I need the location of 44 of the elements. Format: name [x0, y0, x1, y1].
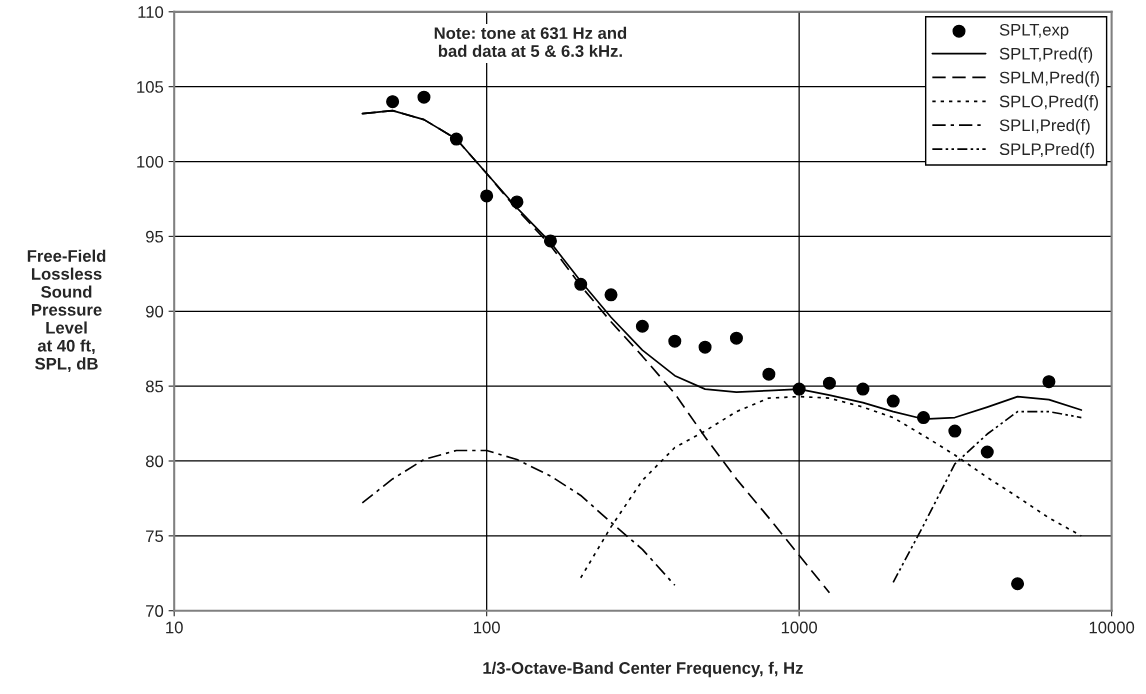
point [916, 411, 930, 425]
point [417, 90, 431, 104]
x-tick-label: 10000 [1089, 621, 1135, 634]
point [1011, 577, 1025, 591]
legend-label: SPLI,Pred(f) [999, 118, 1090, 135]
point [698, 340, 712, 354]
point [1042, 375, 1056, 389]
point [604, 288, 618, 302]
point [886, 394, 900, 408]
x-tick-label: 10 [166, 621, 183, 634]
y-tick-label: 90 [146, 305, 164, 318]
point [574, 277, 588, 291]
legend-label: SPLM,Pred(f) [999, 71, 1099, 87]
point [822, 376, 836, 390]
point [762, 367, 776, 381]
point [856, 382, 870, 396]
point [543, 234, 557, 248]
x-axis-title: 1/3-Octave-Band Center Frequency, f, Hz [483, 661, 803, 678]
y-axis-title: Free-Field Lossless Sound Pressure Level at 40 ft, SPL, dB [27, 249, 106, 373]
legend-label: SPLT,exp [999, 23, 1069, 39]
point [386, 95, 400, 109]
legend-label: SPLO,Pred(f) [999, 95, 1098, 111]
annotation: Note: tone at 631 Hz and bad data at 5 & 6.3 kHz. [434, 26, 627, 57]
y-tick-label: 110 [138, 6, 164, 18]
point [729, 331, 743, 345]
y-tick-label: 80 [145, 455, 164, 468]
point [792, 382, 806, 396]
y-tick-label: 95 [146, 230, 164, 243]
legend-label: SPLP,Pred(f) [999, 142, 1095, 159]
point [480, 189, 494, 203]
point [980, 445, 994, 459]
legend-label: SPLT,Pred(f) [999, 47, 1093, 63]
y-tick-label: 70 [146, 605, 164, 617]
point [449, 132, 463, 146]
y-tick-label: 85 [145, 380, 164, 393]
x-tick-label: 100 [474, 621, 500, 634]
x-tick-label: 1000 [781, 621, 818, 634]
y-tick-label: 75 [146, 530, 164, 543]
y-tick-label: 100 [137, 155, 164, 168]
point [668, 334, 682, 348]
point [948, 424, 962, 438]
point [635, 319, 649, 333]
point [510, 195, 524, 209]
y-tick-label: 105 [137, 81, 164, 93]
